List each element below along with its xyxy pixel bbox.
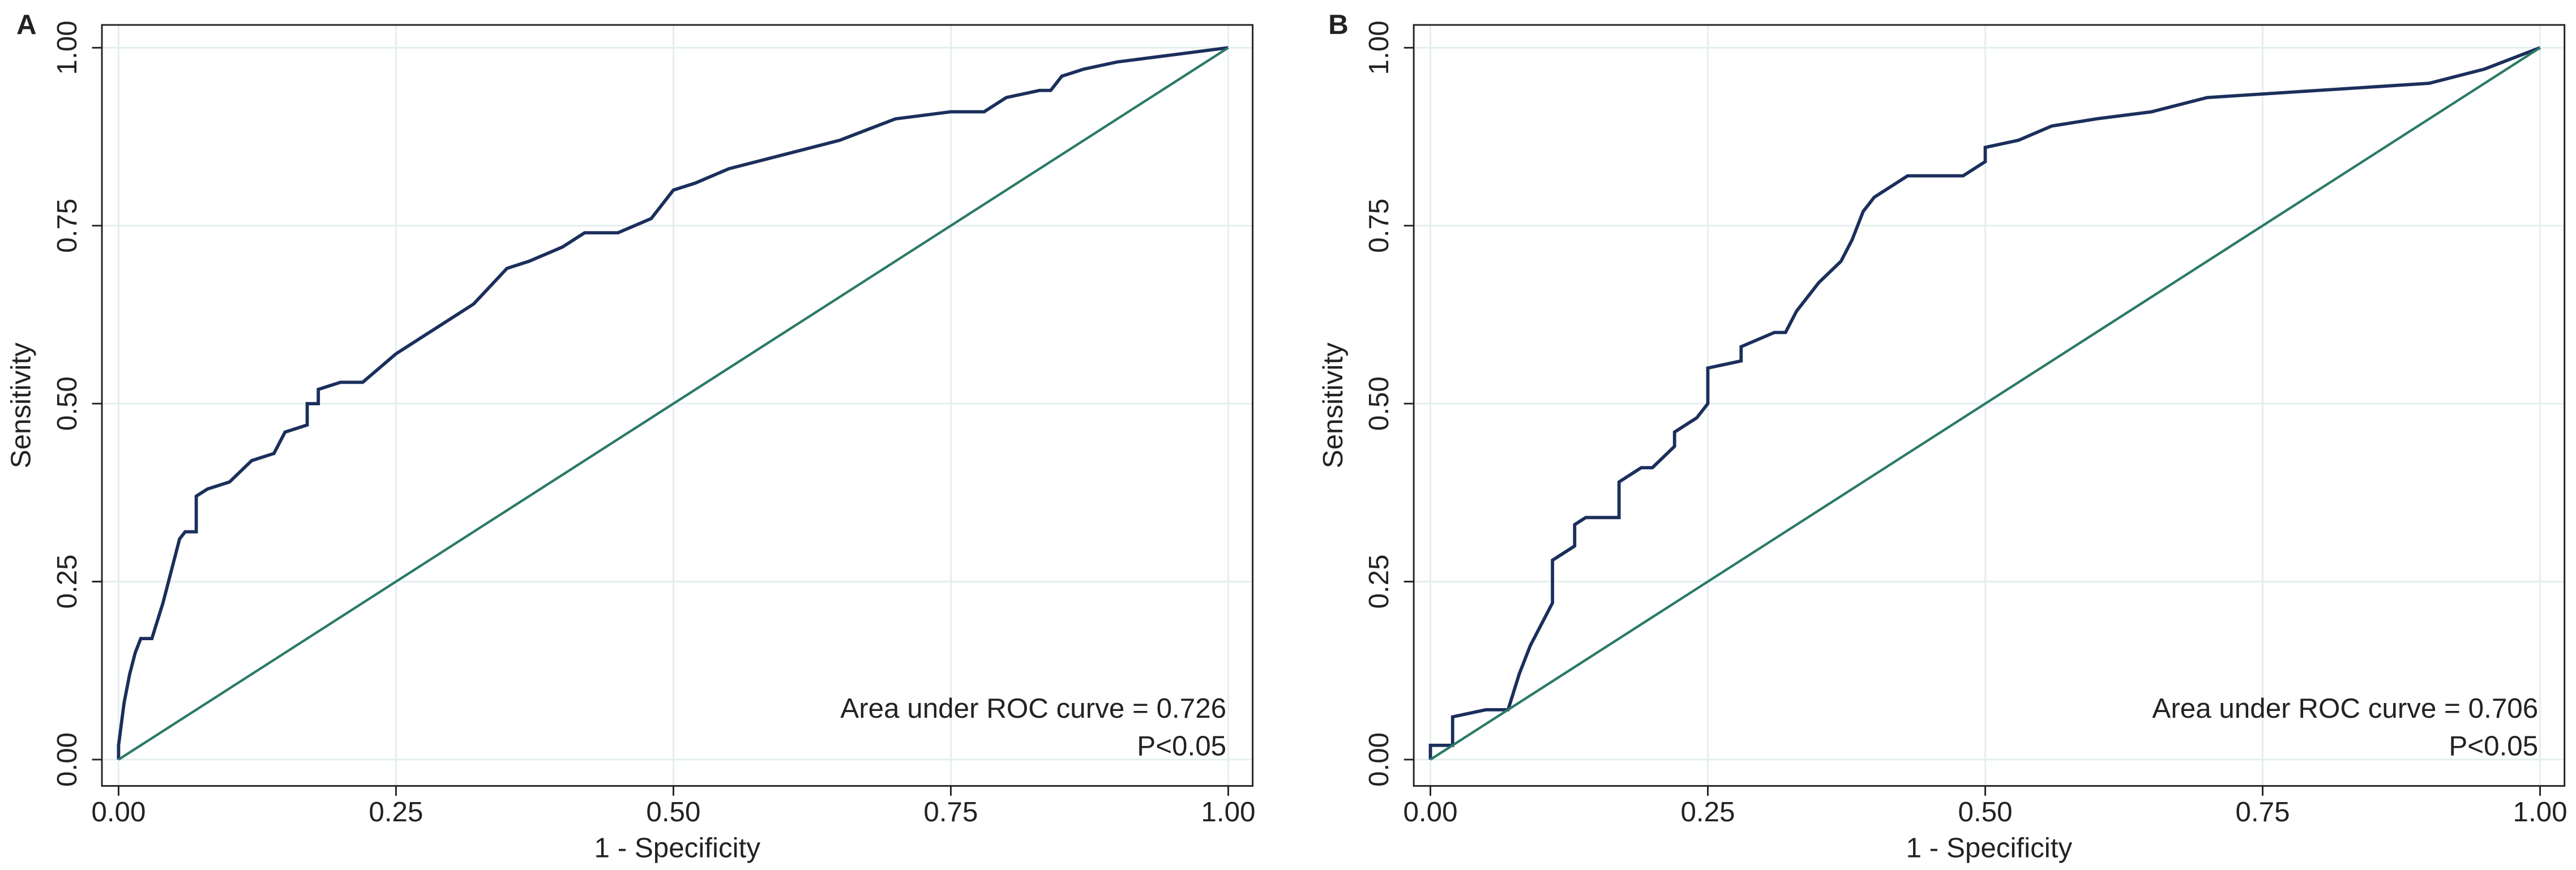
y-tick-label: 0.00 bbox=[1363, 732, 1394, 787]
y-tick-label: 0.25 bbox=[52, 554, 83, 608]
plot-frame bbox=[1413, 24, 2566, 787]
x-tick-label: 0.25 bbox=[1680, 796, 1735, 828]
y-tick-label: 1.00 bbox=[1363, 20, 1394, 75]
y-axis-label: Sensitivity bbox=[1317, 342, 1349, 469]
x-tick-label: 1.00 bbox=[1201, 796, 1255, 828]
x-axis-label: 1 - Specificity bbox=[594, 833, 761, 864]
x-tick-label: 0.25 bbox=[369, 796, 423, 828]
x-tick-label: 0.00 bbox=[91, 796, 146, 828]
x-tick-label: 0.50 bbox=[1958, 796, 2013, 828]
x-tick-label: 1.00 bbox=[2513, 796, 2568, 828]
panel-label: B bbox=[1328, 9, 1349, 40]
x-tick-label: 0.00 bbox=[1403, 796, 1457, 828]
plot-frame bbox=[101, 24, 1254, 787]
panel-label: A bbox=[16, 9, 37, 40]
y-tick-label: 0.50 bbox=[1363, 376, 1394, 431]
annotation: P<0.05 bbox=[2449, 731, 2538, 762]
y-tick-label: 0.75 bbox=[1363, 199, 1394, 253]
x-tick-label: 0.50 bbox=[646, 796, 700, 828]
y-tick-label: 0.00 bbox=[52, 732, 83, 787]
x-axis-label: 1 - Specificity bbox=[1906, 833, 2073, 864]
x-tick-label: 0.75 bbox=[923, 796, 978, 828]
y-tick-label: 0.25 bbox=[1363, 554, 1394, 608]
roc-line bbox=[1430, 46, 2541, 761]
annotation: Area under ROC curve = 0.706 bbox=[2152, 693, 2538, 724]
x-tick-label: 0.75 bbox=[2236, 796, 2290, 828]
roc-line bbox=[117, 46, 1229, 760]
roc-line bbox=[1428, 46, 2541, 760]
annotation: P<0.05 bbox=[1137, 731, 1226, 762]
y-tick-label: 0.75 bbox=[52, 199, 83, 253]
y-tick-label: 0.50 bbox=[52, 376, 83, 431]
roc-line bbox=[118, 46, 1229, 761]
y-tick-label: 1.00 bbox=[52, 20, 83, 75]
y-axis-label: Sensitivity bbox=[6, 342, 37, 469]
annotation: Area under ROC curve = 0.726 bbox=[840, 693, 1226, 724]
